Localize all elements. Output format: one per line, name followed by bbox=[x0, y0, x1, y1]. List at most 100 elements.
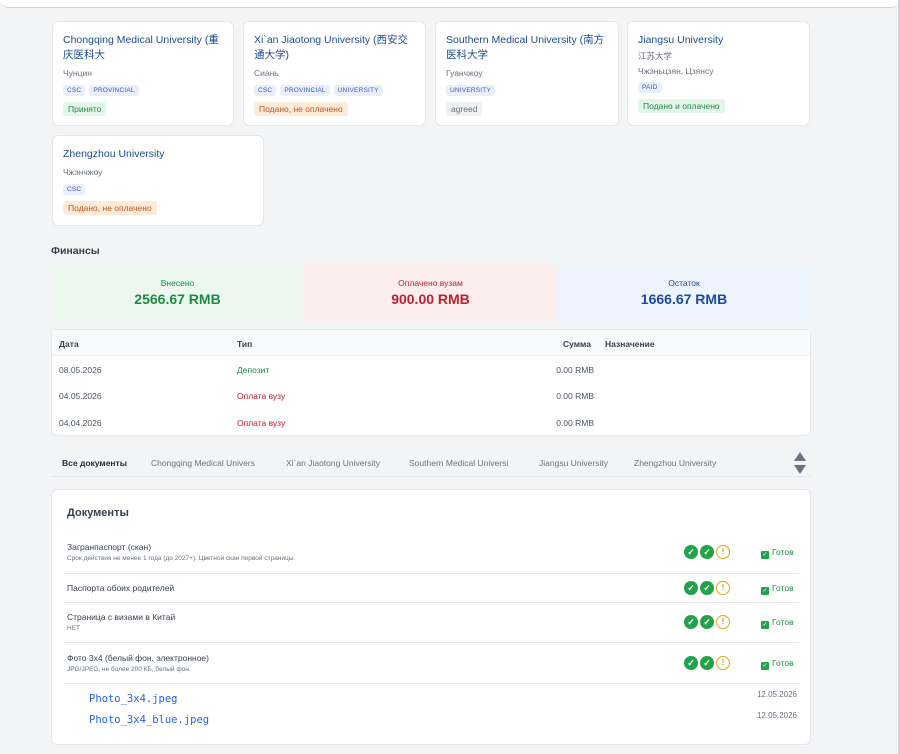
documents-panel: Документы Загранпаспорт (скан) Срок дейс… bbox=[51, 489, 811, 745]
university-card[interactable]: Jiangsu University 江苏大学 Чжэньцзян, Цзянс… bbox=[627, 21, 810, 126]
transactions-table: Дата Тип Сумма Назначение 08.05.2026 Деп… bbox=[51, 329, 811, 436]
document-status-icons: ✓ ✓ ! bbox=[684, 545, 730, 559]
document-row: Страница с визами в Китай НЕТ ✓ ✓ ! ✓ Гот… bbox=[64, 603, 799, 643]
cell-date: 04.04.2026 bbox=[59, 418, 102, 428]
check-circle-icon: ✓ bbox=[684, 615, 698, 629]
checkbox-checked-icon: ✓ bbox=[761, 662, 769, 670]
ready-label: Готов bbox=[772, 583, 794, 593]
tag-badge: PAID bbox=[638, 82, 662, 93]
deposited-summary: Внесено 2566.67 RMB bbox=[51, 264, 304, 321]
checkbox-checked-icon: ✓ bbox=[761, 621, 769, 629]
deposited-value: 2566.67 RMB bbox=[134, 291, 221, 307]
paid-label: Оплачено вузам bbox=[398, 278, 463, 288]
document-row: Паспорта обоих родителей ✓ ✓ ! ✓ Готов bbox=[64, 574, 799, 603]
balance-label: Остаток bbox=[668, 278, 700, 288]
ready-status: ✓ Готов bbox=[761, 617, 794, 629]
university-card[interactable]: Chongqing Medical University (重庆医科大 Чунц… bbox=[52, 21, 234, 126]
tab-all-documents[interactable]: Все документы bbox=[62, 458, 127, 468]
university-card[interactable]: Xi`an Jiaotong University (西安交通大学) Сиань… bbox=[243, 21, 426, 126]
university-name[interactable]: Zhengzhou University bbox=[63, 148, 165, 160]
check-circle-icon: ✓ bbox=[700, 615, 714, 629]
warning-circle-icon: ! bbox=[716, 545, 730, 559]
status-badge: agreed bbox=[446, 102, 483, 116]
cell-amount: 0.00 RMB bbox=[556, 418, 594, 428]
tag-badge: UNIVERSITY bbox=[333, 85, 383, 96]
document-row: Фото 3x4 (белый фон, электронное) JPG/JP… bbox=[64, 643, 799, 684]
tag-badge: CSC bbox=[63, 184, 86, 195]
university-city: Чжэнчжоу bbox=[63, 167, 103, 177]
university-name[interactable]: Jiangsu University bbox=[638, 34, 724, 46]
tag-badge: PROVINCIAL bbox=[89, 85, 139, 96]
check-circle-icon: ✓ bbox=[700, 656, 714, 670]
paid-summary: Оплачено вузам 900.00 RMB bbox=[304, 264, 557, 321]
document-name: Паспорта обоих родителей bbox=[67, 583, 175, 593]
finance-title: Финансы bbox=[51, 245, 100, 257]
university-name[interactable]: Chongqing Medical University (重庆医科大 bbox=[63, 34, 219, 61]
column-header-date[interactable]: Дата bbox=[59, 339, 79, 349]
checkbox-checked-icon: ✓ bbox=[761, 587, 769, 595]
chevron-down-icon[interactable] bbox=[794, 465, 806, 474]
cell-date: 04.05.2026 bbox=[59, 391, 102, 401]
warning-circle-icon: ! bbox=[716, 656, 730, 670]
document-status-icons: ✓ ✓ ! bbox=[684, 656, 730, 670]
document-row: Загранпаспорт (скан) Срок действия не ме… bbox=[64, 535, 799, 574]
university-name[interactable]: Southern Medical University (南方医科大学 bbox=[446, 34, 605, 61]
ready-label: Готов bbox=[772, 547, 794, 557]
warning-circle-icon: ! bbox=[716, 581, 730, 595]
chevron-up-icon[interactable] bbox=[794, 452, 806, 461]
document-description: Срок действия не менее 1 года (до 2027+)… bbox=[67, 555, 296, 562]
ready-status: ✓ Готов bbox=[761, 547, 794, 559]
checkbox-checked-icon: ✓ bbox=[761, 551, 769, 559]
balance-value: 1666.67 RMB bbox=[640, 291, 728, 307]
column-header-type[interactable]: Тип bbox=[237, 339, 253, 349]
check-circle-icon: ✓ bbox=[684, 581, 698, 595]
document-name: Страница с визами в Китай bbox=[67, 612, 176, 622]
column-header-amount[interactable]: Сумма bbox=[563, 339, 591, 349]
ready-status: ✓ Готов bbox=[761, 583, 794, 595]
status-badge: Принято bbox=[63, 102, 107, 116]
ready-status: ✓ Готов bbox=[761, 658, 794, 670]
paid-value: 900.00 RMB bbox=[391, 291, 470, 307]
ready-label: Готов bbox=[772, 658, 794, 668]
document-status-icons: ✓ ✓ ! bbox=[684, 615, 730, 629]
university-city: Сиань bbox=[254, 68, 279, 78]
deposited-label: Внесено bbox=[160, 278, 195, 288]
check-circle-icon: ✓ bbox=[700, 545, 714, 559]
warning-circle-icon: ! bbox=[716, 615, 730, 629]
tab-southern-medical[interactable]: Southern Medical Universi bbox=[409, 458, 509, 468]
tag-list: CSC PROVINCIAL bbox=[63, 85, 223, 96]
university-card[interactable]: Zhengzhou University Чжэнчжоу CSC Подано… bbox=[52, 135, 264, 226]
university-city: Гуанчжоу bbox=[446, 68, 483, 78]
tab-chongqing[interactable]: Chongqing Medical Univers bbox=[151, 458, 255, 468]
tag-list: UNIVERSITY bbox=[446, 85, 608, 96]
tag-list: CSC bbox=[63, 184, 253, 195]
file-link[interactable]: Photo_3x4.jpeg bbox=[89, 693, 178, 705]
cell-type: Депозит bbox=[237, 365, 270, 375]
status-badge: Подано, не оплачено bbox=[63, 201, 157, 215]
cell-date: 08.05.2026 bbox=[59, 365, 102, 375]
tab-xian-jiaotong[interactable]: Xi`an Jiaotong University bbox=[286, 458, 381, 468]
document-description: JPG/JPEG, не более 200 КБ, белый фон. bbox=[67, 666, 191, 673]
scrollbar-track[interactable] bbox=[898, 0, 900, 754]
document-name: Загранпаспорт (скан) bbox=[67, 542, 152, 552]
column-header-purpose[interactable]: Назначение bbox=[605, 339, 655, 349]
status-badge: Подано, не оплачено bbox=[254, 102, 348, 116]
cell-amount: 0.00 RMB bbox=[556, 391, 594, 401]
tag-badge: UNIVERSITY bbox=[446, 85, 496, 96]
tag-badge: CSC bbox=[254, 85, 277, 96]
tab-jiangsu[interactable]: Jiangsu University bbox=[539, 458, 608, 468]
file-link[interactable]: Photo_3x4_blue.jpeg bbox=[89, 714, 210, 726]
file-date: 12.05.2026 bbox=[756, 690, 797, 699]
university-name-chinese: 江苏大学 bbox=[638, 51, 673, 61]
document-description: НЕТ bbox=[67, 625, 80, 632]
tag-list: CSC PROVINCIAL UNIVERSITY bbox=[254, 85, 415, 96]
university-card[interactable]: Southern Medical University (南方医科大学 Гуан… bbox=[435, 21, 619, 126]
table-header: Дата Тип Сумма Назначение bbox=[52, 330, 810, 356]
tab-zhengzhou[interactable]: Zhengzhou University bbox=[634, 458, 717, 468]
check-circle-icon: ✓ bbox=[700, 581, 714, 595]
cell-amount: 0.00 RMB bbox=[556, 365, 594, 375]
tab-scroll-control[interactable] bbox=[792, 450, 808, 478]
university-name[interactable]: Xi`an Jiaotong University (西安交通大学) bbox=[254, 34, 409, 61]
university-city: Чунцин bbox=[63, 68, 92, 78]
cell-type: Оплата вузу bbox=[237, 418, 286, 428]
